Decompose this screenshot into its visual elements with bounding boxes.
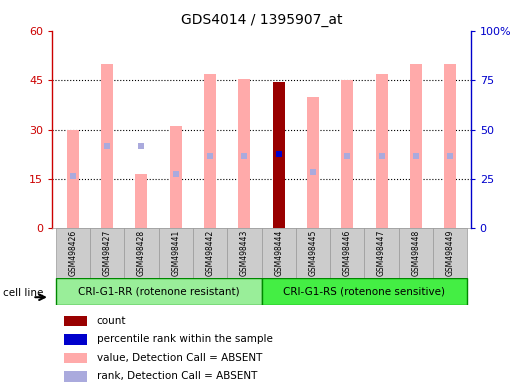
Bar: [204, 74, 216, 228]
Bar: [262, 278, 467, 305]
Text: GSM498443: GSM498443: [240, 230, 249, 276]
Bar: [296, 228, 330, 278]
Bar: [90, 228, 124, 278]
Text: GSM498447: GSM498447: [377, 230, 386, 276]
Bar: [262, 228, 296, 278]
Text: CRI-G1-RR (rotenone resistant): CRI-G1-RR (rotenone resistant): [78, 287, 240, 297]
Bar: [227, 228, 262, 278]
Bar: [272, 82, 285, 228]
Text: cell line: cell line: [3, 288, 43, 298]
Bar: [64, 316, 87, 326]
Text: GSM498441: GSM498441: [171, 230, 180, 276]
Bar: [67, 129, 79, 228]
Title: GDS4014 / 1395907_at: GDS4014 / 1395907_at: [181, 13, 342, 27]
Bar: [399, 228, 433, 278]
Text: rank, Detection Call = ABSENT: rank, Detection Call = ABSENT: [97, 371, 257, 381]
Bar: [64, 334, 87, 345]
Text: percentile rank within the sample: percentile rank within the sample: [97, 334, 272, 344]
Bar: [307, 97, 319, 228]
Bar: [272, 82, 285, 228]
Bar: [170, 126, 182, 228]
Text: CRI-G1-RS (rotenone sensitive): CRI-G1-RS (rotenone sensitive): [283, 287, 446, 297]
Bar: [64, 353, 87, 363]
Bar: [193, 228, 227, 278]
Bar: [135, 174, 147, 228]
Text: GSM498428: GSM498428: [137, 230, 146, 276]
Bar: [101, 64, 113, 228]
Bar: [433, 228, 467, 278]
Text: GSM498448: GSM498448: [411, 230, 420, 276]
Bar: [444, 64, 456, 228]
Text: GSM498449: GSM498449: [446, 230, 454, 276]
Bar: [341, 80, 353, 228]
Bar: [376, 74, 388, 228]
Bar: [56, 278, 262, 305]
Bar: [64, 371, 87, 382]
Text: GSM498445: GSM498445: [309, 230, 317, 276]
Text: value, Detection Call = ABSENT: value, Detection Call = ABSENT: [97, 353, 262, 363]
Text: GSM498426: GSM498426: [69, 230, 77, 276]
Text: GSM498442: GSM498442: [206, 230, 214, 276]
Bar: [365, 228, 399, 278]
Bar: [410, 64, 422, 228]
Text: GSM498427: GSM498427: [103, 230, 112, 276]
Text: GSM498446: GSM498446: [343, 230, 352, 276]
Bar: [330, 228, 365, 278]
Bar: [238, 78, 251, 228]
Bar: [56, 228, 90, 278]
Text: GSM498444: GSM498444: [274, 230, 283, 276]
Bar: [124, 228, 158, 278]
Bar: [158, 228, 193, 278]
Text: count: count: [97, 316, 126, 326]
